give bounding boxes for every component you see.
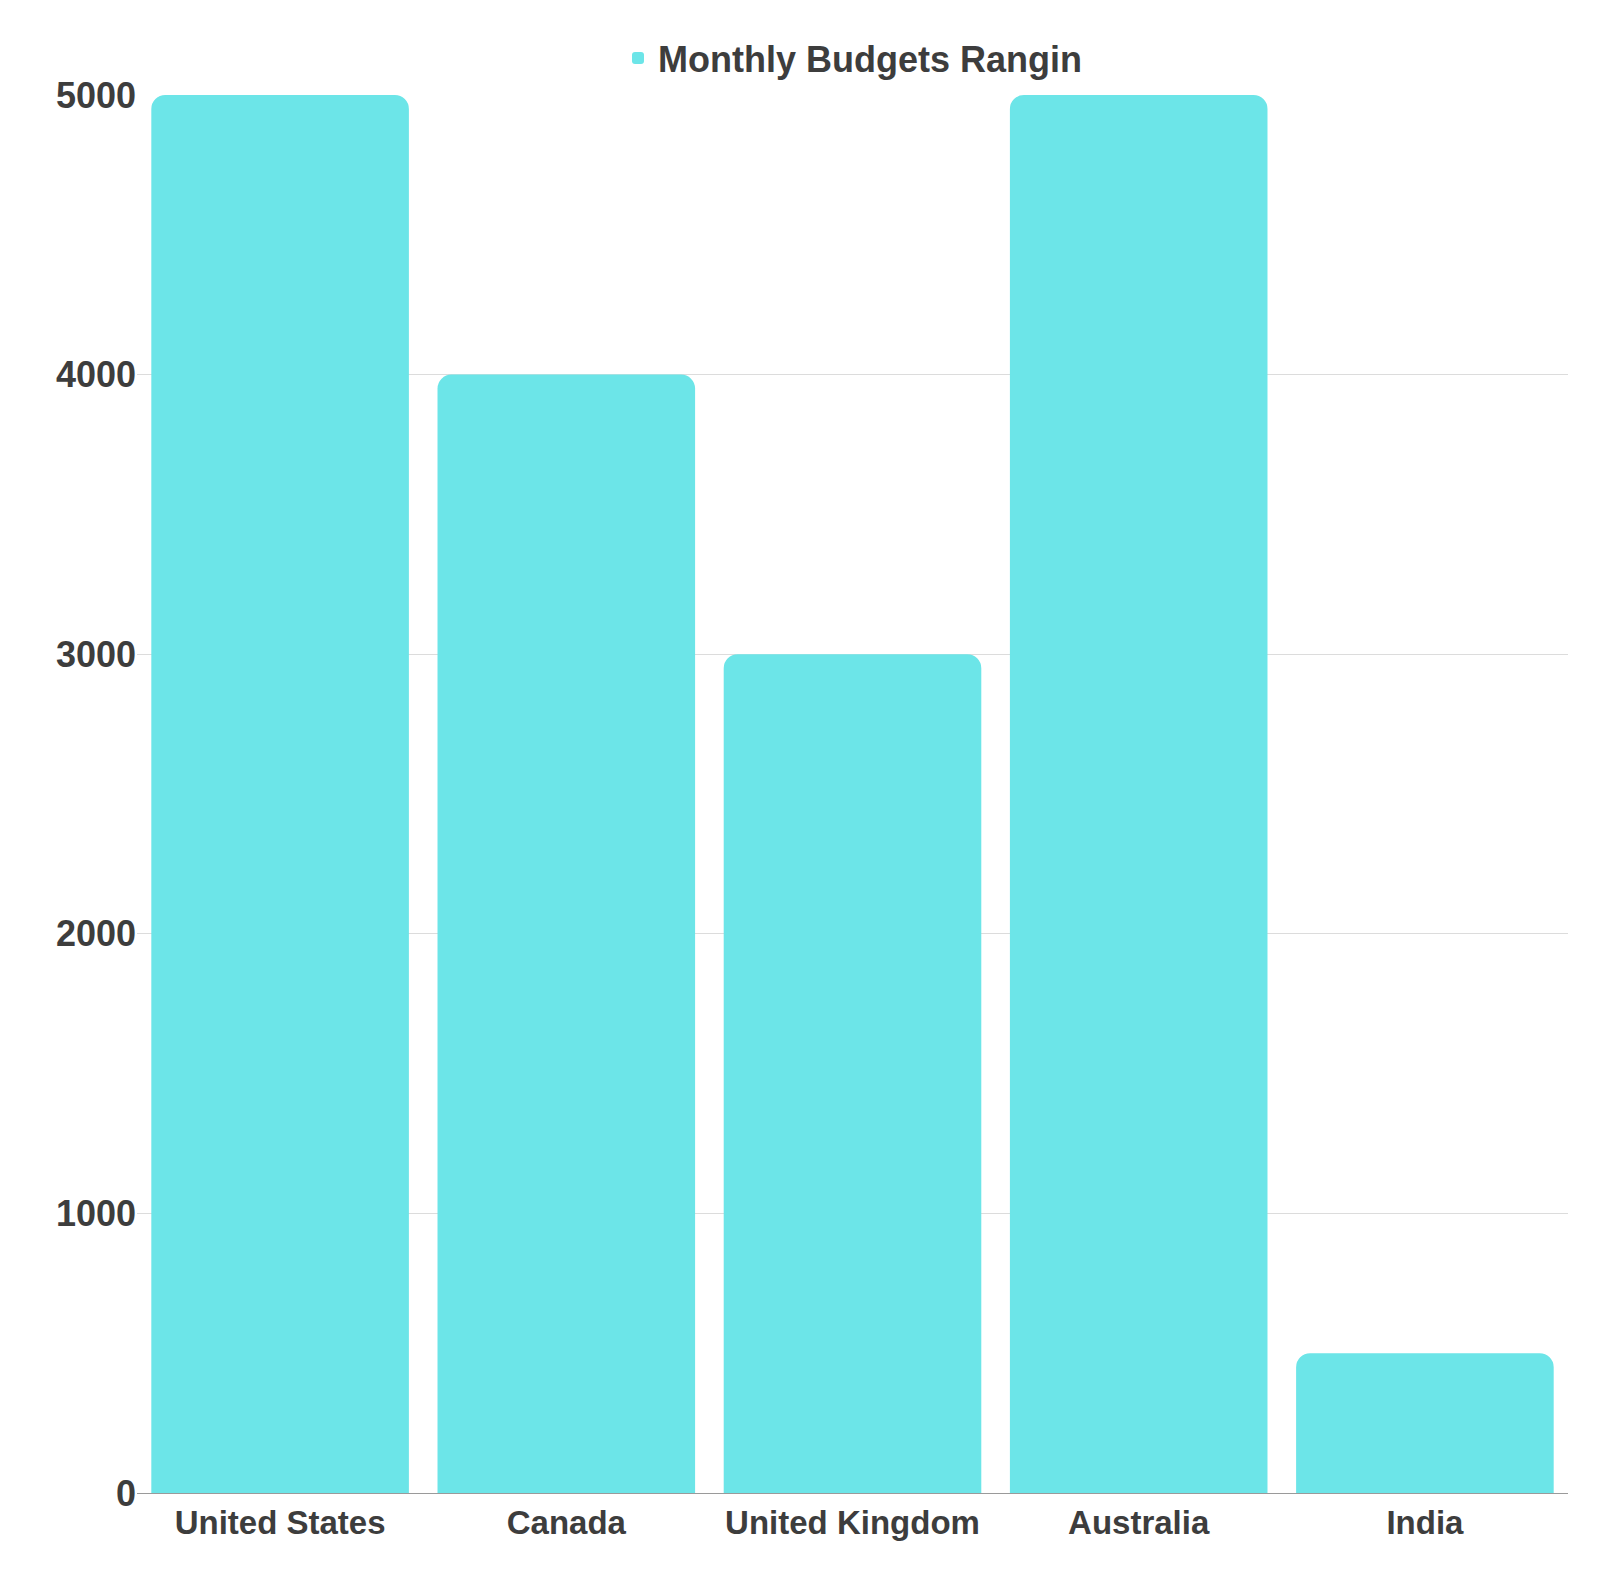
svg-text:4000: 4000 <box>56 354 136 395</box>
svg-text:5000: 5000 <box>56 75 136 116</box>
svg-text:India: India <box>1386 1504 1464 1541</box>
svg-text:2000: 2000 <box>56 913 136 954</box>
svg-text:Monthly Budgets Rangin: Monthly Budgets Rangin <box>658 39 1082 80</box>
svg-text:United States: United States <box>175 1504 386 1541</box>
svg-text:Australia: Australia <box>1068 1504 1210 1541</box>
svg-text:3000: 3000 <box>56 634 136 675</box>
svg-text:Canada: Canada <box>507 1504 627 1541</box>
svg-text:0: 0 <box>116 1473 136 1514</box>
svg-text:United Kingdom: United Kingdom <box>725 1504 980 1541</box>
svg-text:1000: 1000 <box>56 1193 136 1234</box>
